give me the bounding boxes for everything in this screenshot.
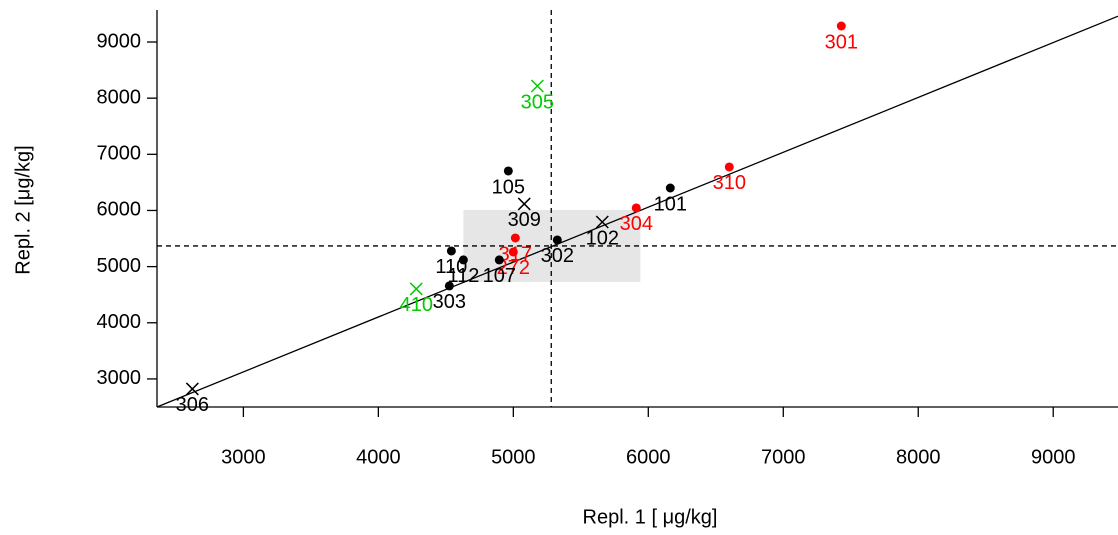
point-label: 107 xyxy=(483,265,516,287)
point xyxy=(503,166,513,176)
point xyxy=(494,255,504,265)
point-cross xyxy=(517,197,531,211)
x-tick-label: 6000 xyxy=(626,446,671,468)
point xyxy=(517,197,531,211)
point-dot xyxy=(508,247,518,257)
point xyxy=(724,162,734,172)
x-tick-label: 3000 xyxy=(221,446,266,468)
point-dot xyxy=(665,183,675,193)
point-label: 301 xyxy=(825,31,858,53)
point-dot xyxy=(631,203,641,213)
point xyxy=(665,183,675,193)
point-label: 305 xyxy=(521,91,554,113)
point xyxy=(530,79,544,93)
x-tick-label: 7000 xyxy=(761,446,806,468)
point-label: 302 xyxy=(541,245,574,267)
point-dot xyxy=(444,281,454,291)
point xyxy=(595,215,609,229)
y-tick-label: 3000 xyxy=(97,367,142,389)
point-label: 101 xyxy=(654,193,687,215)
point xyxy=(185,382,199,396)
point-label: 272 xyxy=(497,257,530,279)
point-dot xyxy=(458,255,468,265)
x-tick-label: 4000 xyxy=(356,446,401,468)
point xyxy=(446,246,456,256)
point-dot xyxy=(836,21,846,31)
point xyxy=(444,281,454,291)
y-axis-label: Repl. 2 [μg/kg] xyxy=(12,145,34,274)
y-tick-label: 4000 xyxy=(97,311,142,333)
y-tick-label: 6000 xyxy=(97,199,142,221)
point xyxy=(631,203,641,213)
y-tick-label: 9000 xyxy=(97,30,142,52)
y-tick-label: 7000 xyxy=(97,143,142,165)
point-cross xyxy=(595,215,609,229)
y-tick-label: 5000 xyxy=(97,255,142,277)
point-dot xyxy=(724,162,734,172)
point xyxy=(836,21,846,31)
point-dot xyxy=(503,166,513,176)
point-label: 112 xyxy=(447,265,479,287)
point xyxy=(552,235,562,245)
x-axis-label: Repl. 1 [ μg/kg] xyxy=(583,506,718,528)
point xyxy=(409,282,423,296)
x-tick-label: 5000 xyxy=(491,446,536,468)
point xyxy=(510,233,520,243)
point-dot xyxy=(552,235,562,245)
point-label: 102 xyxy=(586,227,619,249)
point-label: 304 xyxy=(620,213,653,235)
point xyxy=(508,247,518,257)
point xyxy=(458,255,468,265)
x-tick-label: 9000 xyxy=(1031,446,1076,468)
x-tick-label: 8000 xyxy=(896,446,941,468)
y-tick-label: 8000 xyxy=(97,86,142,108)
point-label: 309 xyxy=(508,209,541,231)
point-dot xyxy=(446,246,456,256)
point-dot xyxy=(510,233,520,243)
point-cross xyxy=(409,282,423,296)
point-label: 306 xyxy=(176,394,209,416)
point-label: 303 xyxy=(433,291,466,313)
point-dot xyxy=(494,255,504,265)
point-label: 105 xyxy=(492,176,525,198)
point-cross xyxy=(185,382,199,396)
point-cross xyxy=(530,79,544,93)
point-label: 410 xyxy=(400,294,433,316)
point-label: 310 xyxy=(713,172,746,194)
